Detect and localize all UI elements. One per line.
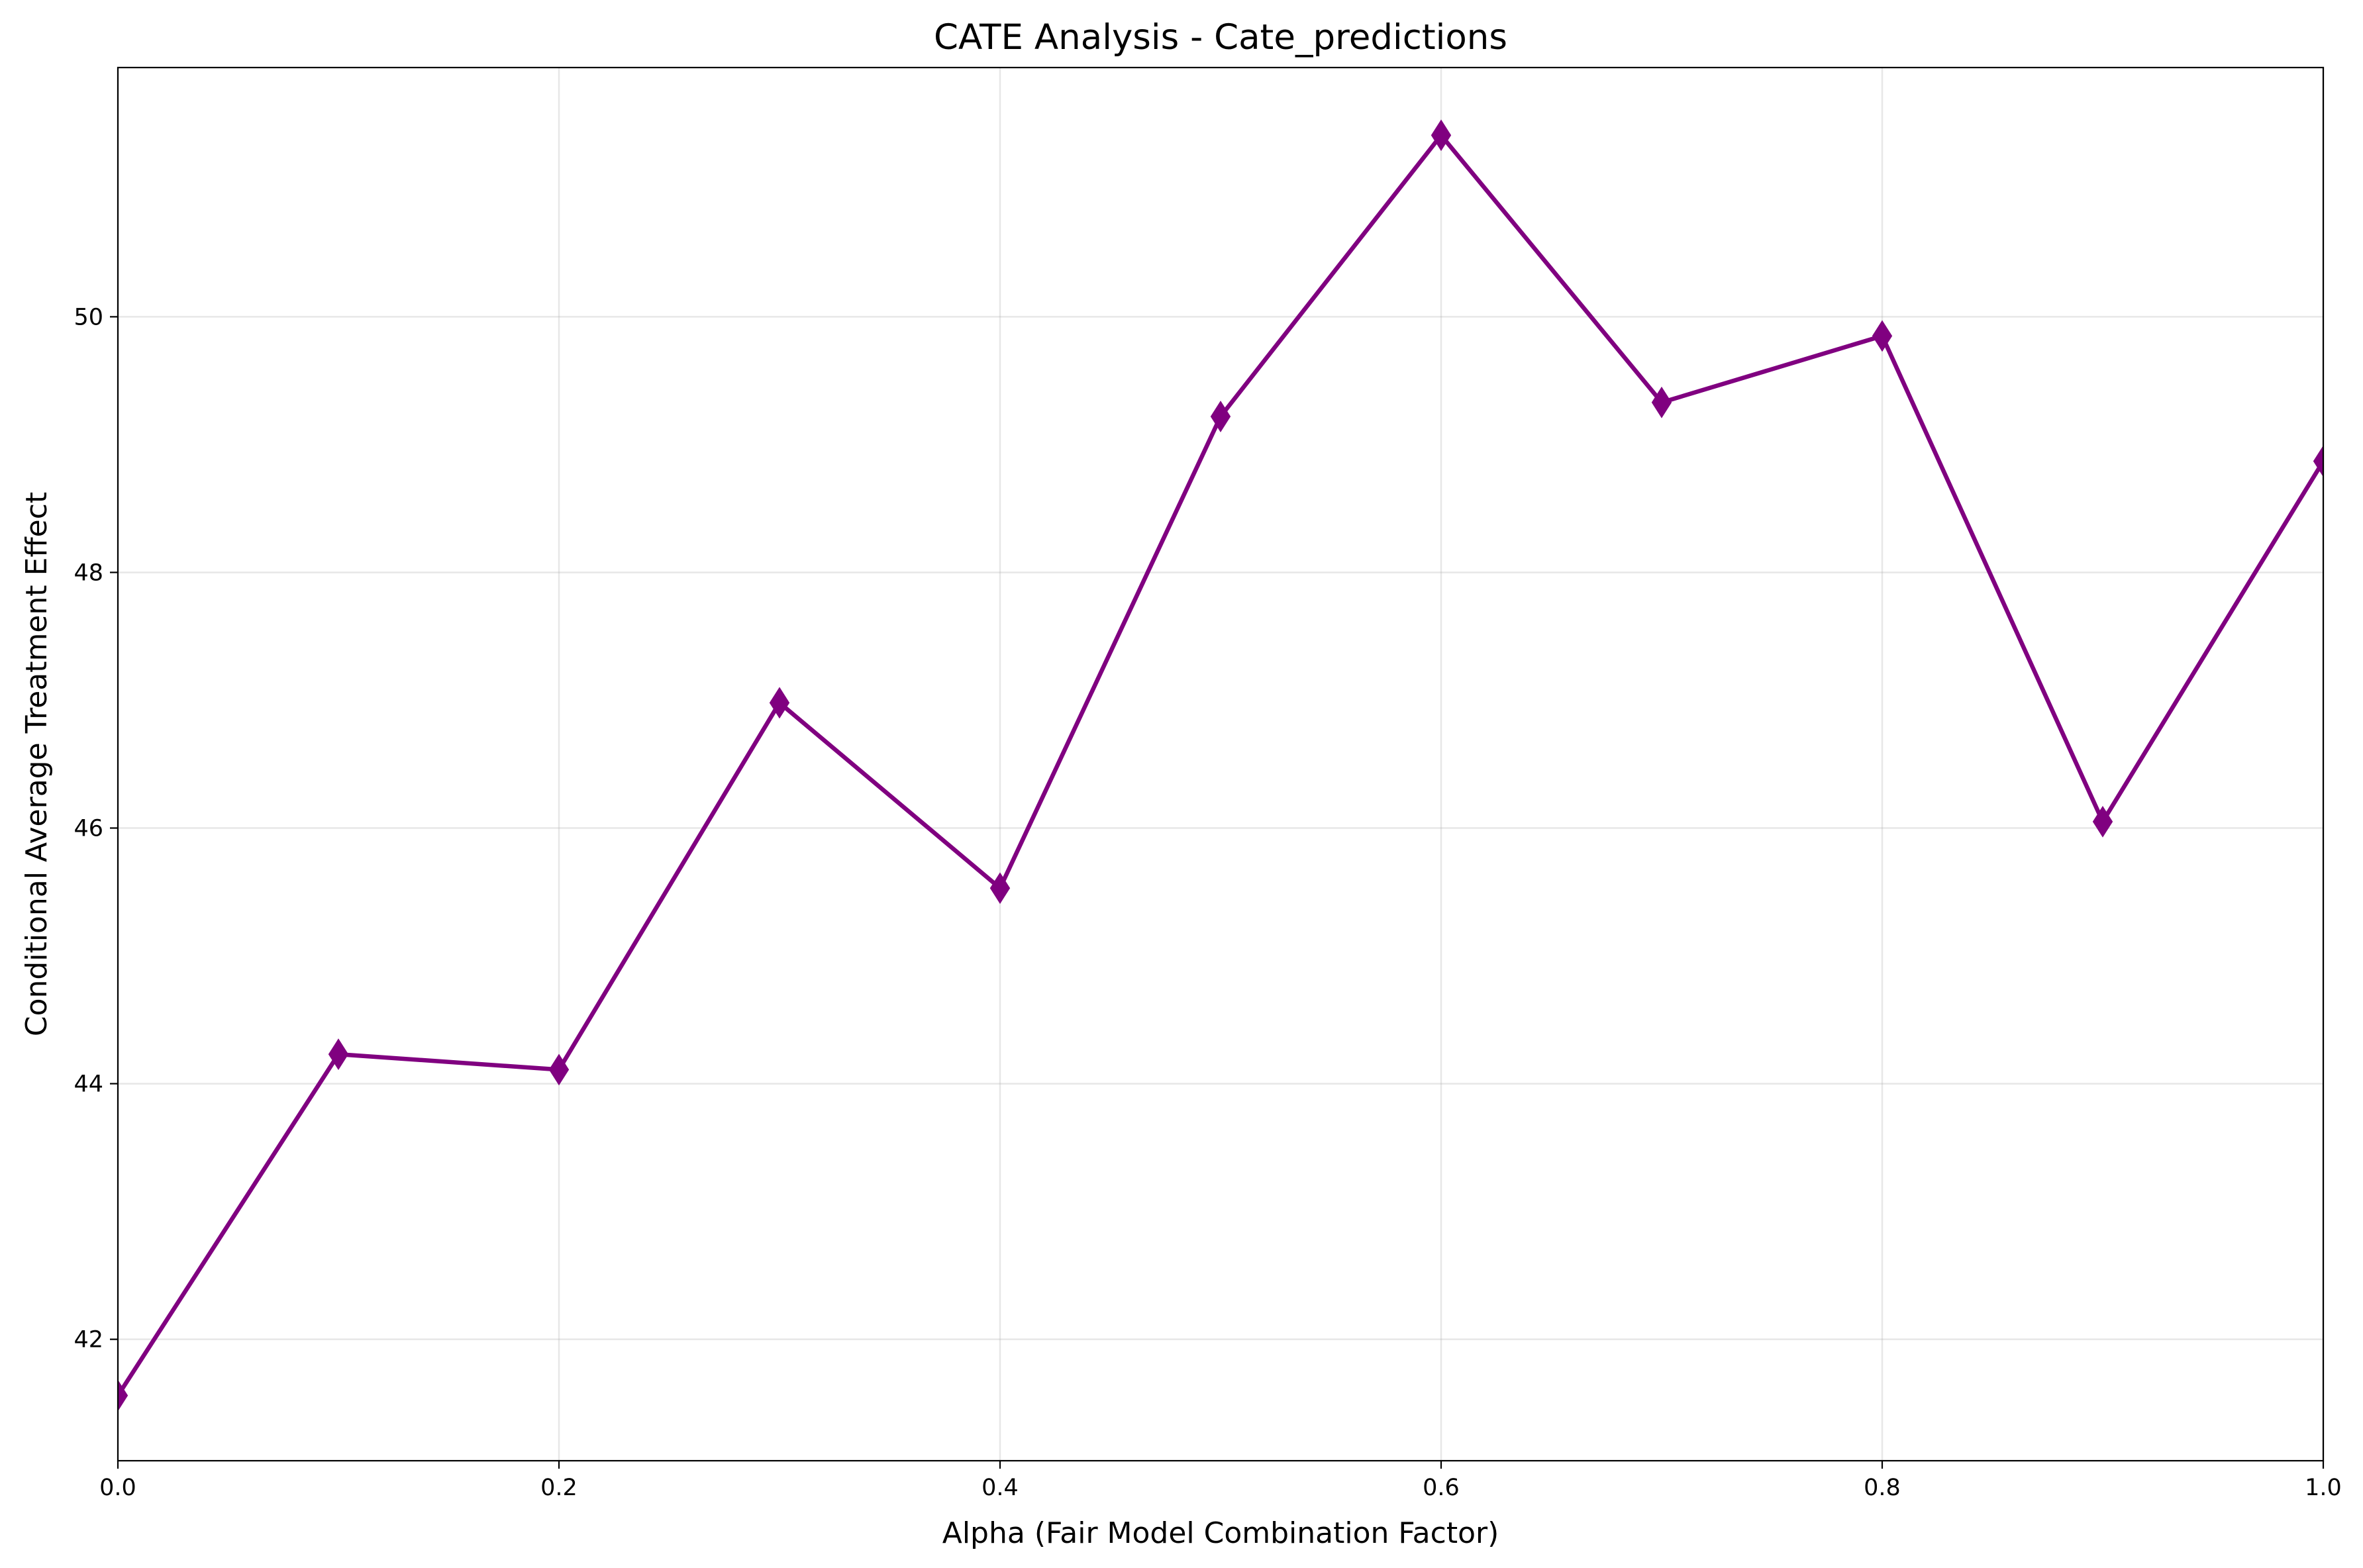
data-point-marker (1210, 401, 1231, 432)
y-tick-label: 48 (74, 560, 103, 586)
data-point-marker (328, 1038, 349, 1071)
series-layer (118, 119, 2323, 1412)
y-tick-label: 50 (74, 304, 103, 330)
y-tick-label: 44 (74, 1071, 103, 1098)
x-tick-label: 0.6 (1423, 1475, 1460, 1501)
x-tick-label: 0.0 (99, 1475, 136, 1501)
data-point-marker (548, 1054, 570, 1086)
data-point-marker (2092, 805, 2113, 838)
x-tick-label: 0.8 (1864, 1475, 1901, 1501)
chart-title: CATE Analysis - Cate_predictions (934, 17, 1507, 58)
y-tick-label: 42 (74, 1327, 103, 1353)
x-tick-label: 0.2 (540, 1475, 578, 1501)
data-point-marker (1651, 386, 1672, 418)
ticks: 0.0 0.2 0.4 0.6 0.8 1.0 42 44 46 48 50 (74, 304, 2341, 1501)
plot-frame (117, 66, 2325, 1462)
x-tick-label: 0.4 (981, 1475, 1019, 1501)
data-point-marker (989, 872, 1011, 905)
data-point-marker (1872, 320, 1893, 352)
x-axis-title: Alpha (Fair Model Combination Factor) (942, 1516, 1499, 1550)
y-axis-title: Conditional Average Treatment Effect (20, 492, 54, 1036)
data-point-marker (118, 1379, 128, 1412)
y-tick-label: 46 (74, 816, 103, 842)
data-point-marker (2313, 445, 2323, 477)
data-point-marker (1431, 119, 1452, 152)
data-point-marker (769, 687, 790, 719)
x-tick-label: 1.0 (2305, 1475, 2342, 1501)
series-group (118, 119, 2323, 1412)
